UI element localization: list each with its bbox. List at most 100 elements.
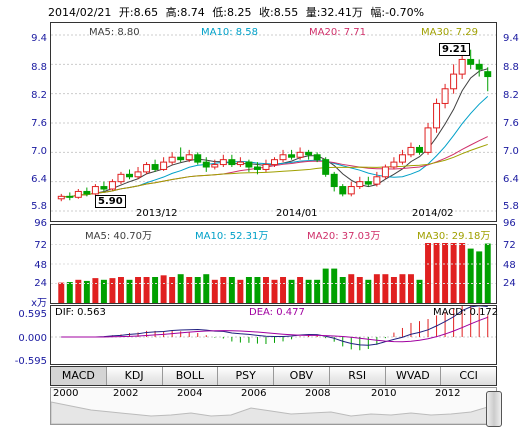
candle-body [390, 161, 398, 168]
volume-bar [450, 243, 457, 303]
ma30-label: MA30: 7.29 [421, 27, 479, 38]
volume-bar [203, 274, 210, 303]
candle-body [313, 154, 321, 161]
volume-bar [382, 274, 389, 303]
candle-body [126, 173, 133, 178]
macd-panel[interactable]: DIF: 0.563 DEA: 0.477 MACD: 0.172 [50, 305, 499, 365]
candle-body [143, 164, 151, 173]
volume-bar [194, 277, 201, 303]
stock-info-header: 2014/02/21 开:8.65 高:8.74 低:8.25 收:8.55 量… [48, 4, 428, 20]
price-ytick: 9.4 [31, 33, 47, 44]
vol-ytick: 48 [34, 260, 47, 271]
volume-panel[interactable]: MA5: 40.70万 MA10: 52.31万 MA20: 37.03万 MA… [50, 224, 497, 304]
volume-bar [484, 243, 491, 303]
volume-bar [356, 277, 363, 303]
volume-bar [92, 278, 99, 303]
tab-rsi[interactable]: RSI [329, 367, 386, 385]
candle-body [194, 154, 202, 163]
candle-body [305, 151, 313, 156]
vol-ytick: 72 [34, 240, 47, 251]
volume-bar [117, 277, 124, 303]
tab-macd[interactable]: MACD [51, 367, 107, 385]
candle-body [202, 161, 210, 168]
ma10-label: MA10: 8.58 [201, 27, 259, 38]
volume-bar [186, 277, 193, 303]
candle-body [398, 154, 406, 163]
low-callout: 5.90 [95, 195, 126, 208]
header-close: 收:8.55 [259, 6, 299, 19]
price-ytick: 5.8 [31, 201, 47, 212]
candle-body [245, 161, 253, 168]
candle-body [185, 154, 193, 161]
tab-obv[interactable]: OBV [274, 367, 330, 385]
header-open: 开:8.65 [118, 6, 159, 19]
candle-body [108, 181, 116, 190]
tab-psy[interactable]: PSY [218, 367, 274, 385]
candle-body [441, 88, 449, 104]
price-ytick: 8.8 [31, 62, 47, 73]
year-label: 2006 [241, 388, 267, 399]
candle-body [253, 166, 261, 170]
volume-bar [373, 274, 380, 303]
tab-boll[interactable]: BOLL [162, 367, 219, 385]
candle-body [236, 161, 244, 166]
volume-bar [75, 279, 82, 303]
candle-body [416, 146, 423, 153]
candle-body [339, 186, 347, 195]
volume-bar [476, 251, 483, 303]
vol-ytick-right: 24 [503, 278, 516, 289]
candle-body [134, 171, 142, 178]
candle-body [100, 186, 108, 190]
volume-chart [51, 243, 496, 303]
volume-bar [262, 277, 269, 303]
price-ytick-right: 6.4 [503, 174, 519, 185]
price-panel[interactable]: MA5: 8.80 MA10: 8.58 MA20: 7.71 MA30: 7.… [50, 22, 497, 222]
candle-body [424, 127, 432, 153]
candle-body [356, 181, 364, 188]
timeline-navigator[interactable]: 2000 2002 2004 2006 2008 2010 2012 [50, 387, 497, 425]
volume-bar [126, 279, 133, 303]
candle-body [322, 159, 330, 175]
macd-ytick: -0.595 [14, 356, 47, 367]
price-ytick: 6.4 [31, 174, 47, 185]
candle-body [168, 156, 176, 163]
volume-bar [322, 268, 329, 303]
indicator-tabs: MACD KDJ BOLL PSY OBV RSI WVAD CCI [50, 366, 497, 386]
price-ytick: 7.0 [31, 146, 47, 157]
ma5-line [61, 68, 488, 198]
candle-body [91, 186, 99, 195]
candle-body [467, 58, 475, 65]
tab-kdj[interactable]: KDJ [106, 367, 163, 385]
macd-label: MACD: 0.172 [433, 307, 499, 318]
candle-body [219, 159, 227, 166]
volume-bar [58, 282, 65, 303]
candle-body [57, 195, 65, 200]
tab-cci[interactable]: CCI [441, 367, 496, 385]
ma5-label: MA5: 8.80 [89, 27, 140, 38]
tab-wvad[interactable]: WVAD [385, 367, 442, 385]
volume-bar [399, 274, 406, 303]
vol-ma30-label: MA30: 29.18万 [417, 231, 491, 242]
volume-bar [459, 243, 466, 303]
volume-bar [271, 279, 278, 303]
candle-body [279, 154, 287, 161]
vol-ytick-right: 96 [503, 218, 516, 229]
volume-bar [160, 275, 167, 303]
price-ytick: 7.6 [31, 118, 47, 129]
dea-line [61, 316, 488, 343]
volume-bar [416, 279, 423, 303]
vol-unit: x万 [31, 298, 47, 309]
volume-bar [288, 279, 295, 303]
volume-bar [390, 277, 397, 303]
timeline-range-handle[interactable] [486, 391, 502, 427]
volume-bar [314, 279, 321, 303]
year-label: 2012 [435, 388, 461, 399]
volume-bar [237, 279, 244, 303]
vol-ytick: 24 [34, 278, 47, 289]
volume-bar [143, 277, 150, 303]
volume-bar [169, 277, 176, 303]
candle-body [262, 164, 270, 170]
volume-bar [135, 277, 142, 303]
price-ytick-right: 8.2 [503, 90, 519, 101]
volume-bar [254, 277, 261, 303]
